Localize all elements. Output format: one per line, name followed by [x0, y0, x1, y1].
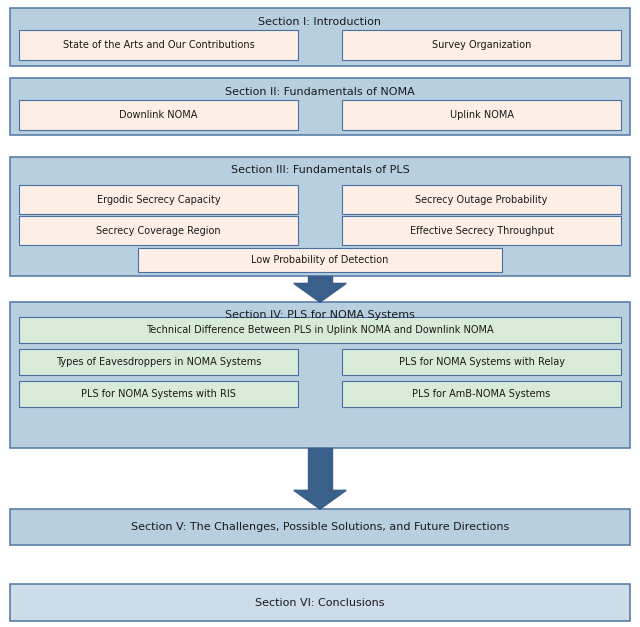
FancyBboxPatch shape [342, 216, 621, 245]
Text: Section IV: PLS for NOMA Systems: Section IV: PLS for NOMA Systems [225, 310, 415, 320]
FancyBboxPatch shape [19, 30, 298, 60]
Text: Downlink NOMA: Downlink NOMA [119, 110, 198, 120]
Text: Technical Difference Between PLS in Uplink NOMA and Downlink NOMA: Technical Difference Between PLS in Upli… [146, 325, 494, 335]
FancyBboxPatch shape [342, 186, 621, 214]
Text: Effective Secrecy Throughput: Effective Secrecy Throughput [410, 226, 554, 236]
FancyBboxPatch shape [19, 216, 298, 245]
Text: Section I: Introduction: Section I: Introduction [259, 17, 381, 27]
Text: Section III: Fundamentals of PLS: Section III: Fundamentals of PLS [230, 165, 410, 175]
FancyBboxPatch shape [10, 157, 630, 276]
Text: Section V: The Challenges, Possible Solutions, and Future Directions: Section V: The Challenges, Possible Solu… [131, 522, 509, 532]
Text: Secrecy Coverage Region: Secrecy Coverage Region [96, 226, 221, 236]
Text: PLS for AmB-NOMA Systems: PLS for AmB-NOMA Systems [412, 389, 551, 399]
FancyBboxPatch shape [342, 381, 621, 408]
Text: PLS for NOMA Systems with Relay: PLS for NOMA Systems with Relay [399, 357, 564, 367]
Text: Section VI: Conclusions: Section VI: Conclusions [255, 598, 385, 608]
FancyBboxPatch shape [10, 78, 630, 135]
FancyBboxPatch shape [19, 317, 621, 343]
Text: Types of Eavesdroppers in NOMA Systems: Types of Eavesdroppers in NOMA Systems [56, 357, 261, 367]
Text: Low Probability of Detection: Low Probability of Detection [252, 255, 388, 265]
Text: PLS for NOMA Systems with RIS: PLS for NOMA Systems with RIS [81, 389, 236, 399]
Text: Survey Organization: Survey Organization [432, 40, 531, 50]
Polygon shape [308, 448, 332, 490]
Text: Uplink NOMA: Uplink NOMA [450, 110, 514, 120]
FancyBboxPatch shape [342, 349, 621, 375]
FancyBboxPatch shape [10, 8, 630, 66]
Polygon shape [294, 283, 346, 302]
Polygon shape [294, 490, 346, 509]
FancyBboxPatch shape [10, 302, 630, 448]
FancyBboxPatch shape [19, 186, 298, 214]
FancyBboxPatch shape [19, 100, 298, 130]
FancyBboxPatch shape [138, 248, 502, 272]
FancyBboxPatch shape [342, 30, 621, 60]
Text: Section II: Fundamentals of NOMA: Section II: Fundamentals of NOMA [225, 87, 415, 97]
Text: Secrecy Outage Probability: Secrecy Outage Probability [415, 194, 548, 204]
FancyBboxPatch shape [10, 584, 630, 621]
FancyBboxPatch shape [19, 381, 298, 408]
FancyBboxPatch shape [342, 100, 621, 130]
Text: State of the Arts and Our Contributions: State of the Arts and Our Contributions [63, 40, 254, 50]
FancyBboxPatch shape [10, 509, 630, 545]
FancyBboxPatch shape [19, 349, 298, 375]
Text: Ergodic Secrecy Capacity: Ergodic Secrecy Capacity [97, 194, 220, 204]
Polygon shape [308, 276, 332, 283]
